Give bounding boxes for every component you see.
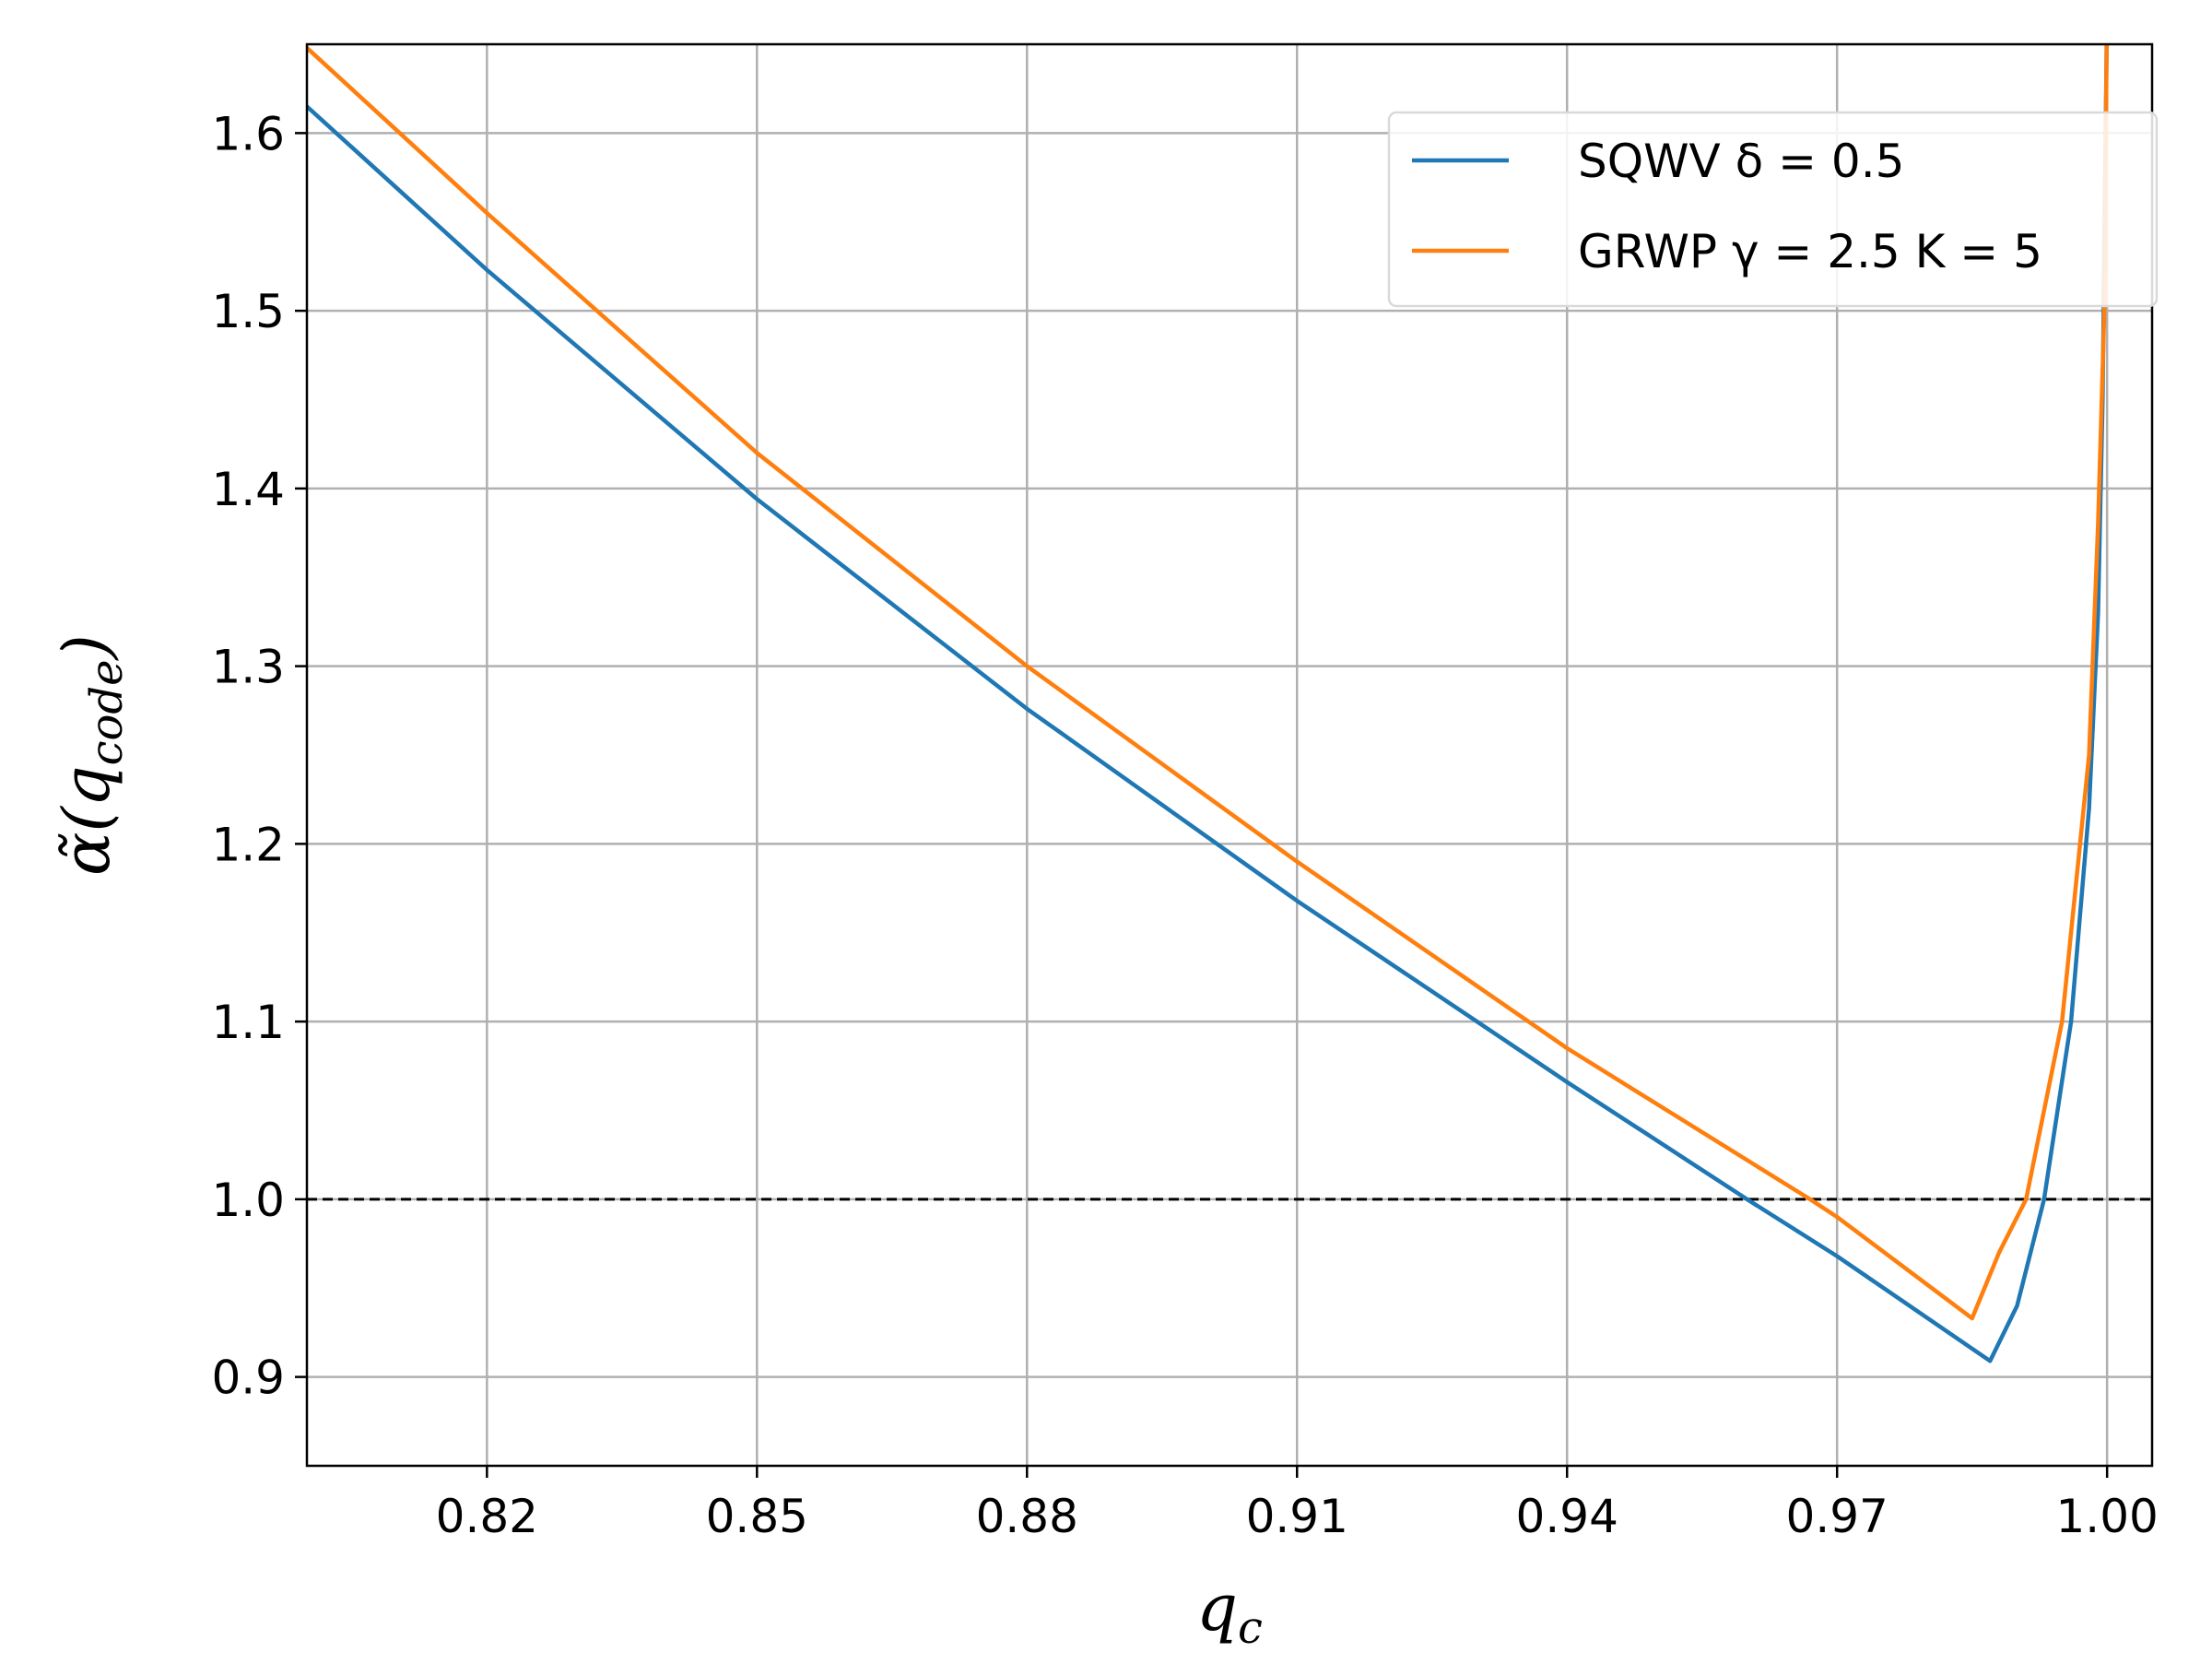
legend-label-2: GRWP γ = 2.5 K = 5 xyxy=(1578,225,2042,278)
y-axis-label: α̃(qcode) xyxy=(49,634,133,876)
series-line-2 xyxy=(307,44,2109,1321)
y-tick-label: 1.4 xyxy=(211,463,285,516)
x-tick-label: 0.97 xyxy=(1786,1490,1888,1543)
legend: SQWV δ = 0.5 GRWP γ = 2.5 K = 5 xyxy=(1387,111,2159,308)
x-label-base: q xyxy=(1196,1570,1238,1646)
x-tick-label: 0.82 xyxy=(436,1490,538,1543)
legend-label-1: SQWV δ = 0.5 xyxy=(1578,135,1904,188)
series-layer xyxy=(307,44,2109,1363)
plot-frame xyxy=(305,42,2154,1468)
x-tick-label: 0.85 xyxy=(706,1490,808,1543)
x-tick-label: 1.00 xyxy=(2056,1490,2159,1543)
y-tick-label: 1.2 xyxy=(211,818,285,871)
y-label-base: α̃(q xyxy=(49,765,124,875)
y-tick-label: 1.3 xyxy=(211,641,285,694)
y-label-tail: ) xyxy=(49,634,124,661)
y-tick-label: 1.6 xyxy=(211,107,285,160)
series-line-1 xyxy=(307,44,2109,1363)
y-tick-label: 0.9 xyxy=(211,1351,285,1405)
y-tick-label: 1.5 xyxy=(211,285,285,338)
x-tick-label: 0.94 xyxy=(1516,1490,1618,1543)
y-tick-label: 1.0 xyxy=(211,1174,285,1227)
x-tick-label: 0.91 xyxy=(1246,1490,1348,1543)
ticks: 0.82 0.85 0.88 0.91 0.94 0.97 1.00 0.9 1.0 1.1 1.2… xyxy=(211,107,2158,1543)
y-label-subscript: code xyxy=(81,660,133,766)
x-tick-label: 0.88 xyxy=(976,1490,1078,1543)
legend-box xyxy=(1387,111,2159,308)
x-axis-label: qc xyxy=(1196,1570,1263,1654)
x-label-subscript: c xyxy=(1238,1602,1263,1654)
y-tick-label: 1.1 xyxy=(211,996,285,1049)
